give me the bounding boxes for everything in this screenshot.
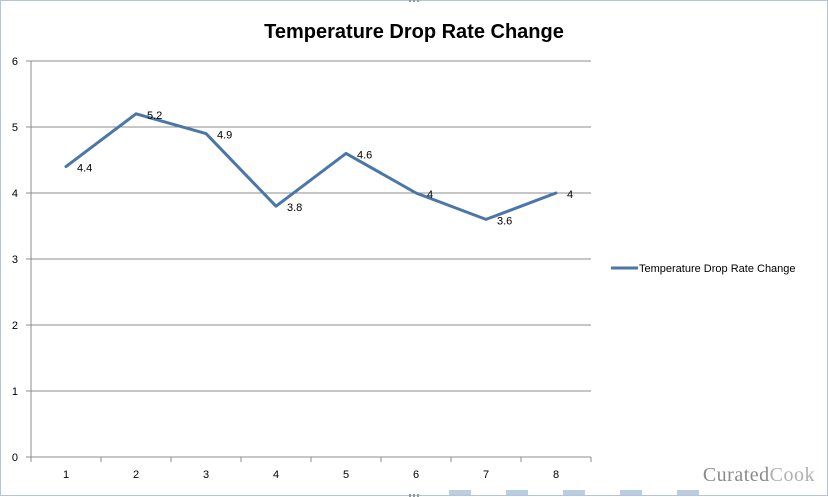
x-tick-label: 8 xyxy=(553,469,559,481)
y-tick-label: 6 xyxy=(12,56,18,68)
x-tick-label: 3 xyxy=(203,469,209,481)
x-tick-label: 5 xyxy=(343,469,349,481)
x-tick-label: 2 xyxy=(133,469,139,481)
chart-title: Temperature Drop Rate Change xyxy=(264,21,564,43)
data-label: 3.8 xyxy=(287,202,302,214)
data-label: 5.2 xyxy=(147,110,162,122)
legend-label: Temperature Drop Rate Change xyxy=(639,263,796,275)
x-axis-tick-labels: 1 2 3 4 5 6 7 8 xyxy=(63,469,559,481)
x-tick-label: 6 xyxy=(413,469,419,481)
y-tick-label: 3 xyxy=(12,254,18,266)
sheet-tab-1[interactable] xyxy=(449,490,471,495)
watermark-text-b: Cook xyxy=(770,464,815,486)
sheet-tab-3[interactable] xyxy=(563,490,585,495)
y-tick-label: 5 xyxy=(12,122,18,134)
series-lines xyxy=(66,114,556,220)
y-tick-label: 1 xyxy=(12,386,18,398)
data-label: 4 xyxy=(567,189,573,201)
watermark-logo: CuratedCook xyxy=(697,462,821,489)
y-axis-tick-labels: 0 1 2 3 4 5 6 xyxy=(12,56,18,464)
x-tick-label: 1 xyxy=(63,469,69,481)
sheet-tab-5[interactable] xyxy=(677,490,699,495)
data-label: 4.6 xyxy=(357,149,372,161)
data-label: 3.6 xyxy=(497,215,512,227)
y-tick-label: 4 xyxy=(12,188,18,200)
axes xyxy=(26,61,591,462)
data-label: 4 xyxy=(427,189,433,201)
y-tick-label: 2 xyxy=(12,320,18,332)
x-tick-label: 7 xyxy=(483,469,489,481)
sheet-tab-2[interactable] xyxy=(506,490,528,495)
series-line xyxy=(66,114,556,220)
x-tick-label: 4 xyxy=(273,469,279,481)
data-label: 4.9 xyxy=(217,130,232,142)
y-tick-label: 0 xyxy=(12,452,18,464)
sheet-tab-4[interactable] xyxy=(620,490,642,495)
legend: Temperature Drop Rate Change xyxy=(611,263,796,275)
watermark-text-a: Curated xyxy=(703,464,770,486)
data-label: 4.4 xyxy=(77,163,92,175)
